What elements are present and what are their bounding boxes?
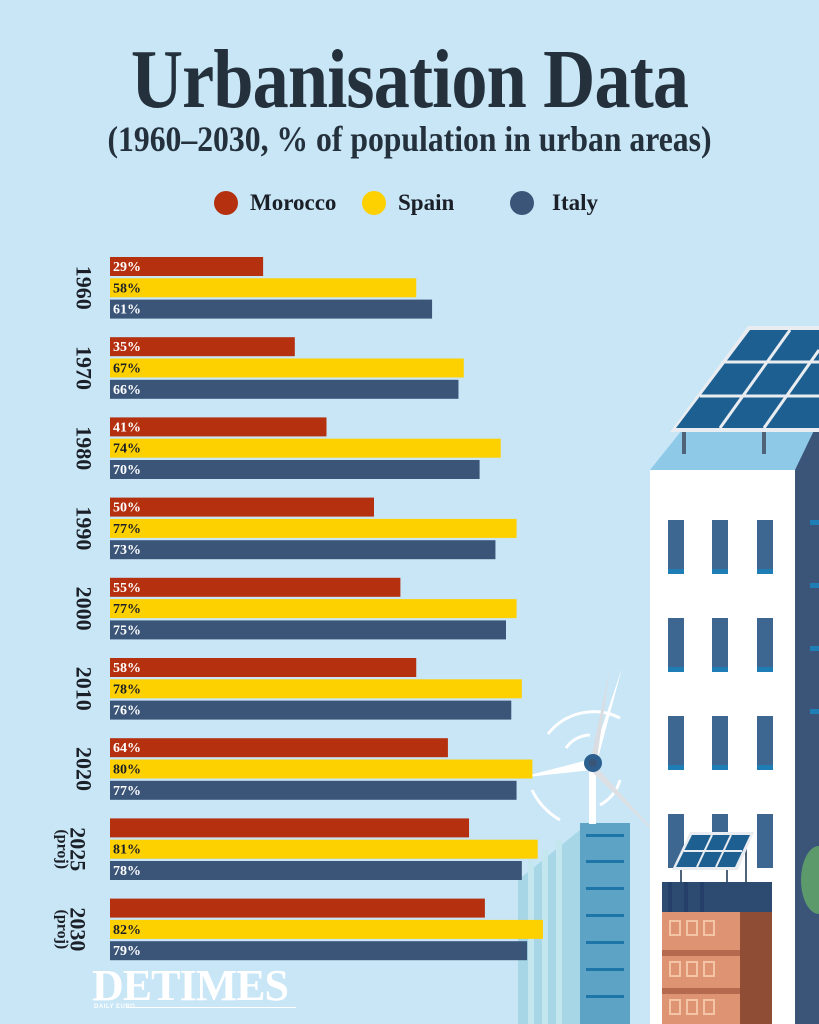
bar-morocco-1990 [110,497,374,517]
data-label: 77% [113,522,141,537]
bar-morocco-1960 [110,257,264,276]
bar-spain-1960 [110,278,417,298]
data-label: 82% [113,923,141,938]
bar-morocco-2025 [110,818,470,838]
data-label: 58% [113,281,141,296]
legend-label-morocco: Morocco [250,190,337,215]
data-label: 75% [113,623,141,638]
bar-morocco-2030 [110,898,485,918]
projection-note: (proj) [54,829,71,869]
chart-subtitle: (1960–2030, % of population in urban are… [107,119,712,159]
year-label: 2030 [66,907,91,951]
logo-text: DETIMES [92,961,289,1010]
legend-swatch-italy [510,191,534,215]
data-label: 66% [113,383,141,398]
year-label: 1960 [72,266,97,310]
year-label: 1990 [72,506,97,550]
legend-swatch-spain [362,191,386,215]
legend-label-italy: Italy [552,190,598,215]
year-label: 1970 [72,346,97,390]
logo-subtext: DAILY EURO [94,1004,136,1010]
bar-spain-1990 [110,518,517,538]
bar-morocco-1970 [110,337,295,357]
projection-note: (proj) [54,910,71,950]
legend-item-morocco: Morocco [214,190,336,216]
bar-italy-2000 [110,620,506,640]
year-label: 2020 [72,747,97,791]
data-label: 77% [113,784,141,799]
legend-item-spain: Spain [362,190,454,216]
wind-turbine [518,668,662,840]
bar-italy-2030 [110,941,528,961]
bar-italy-2020 [110,780,517,800]
bar-spain-2030 [110,919,543,939]
data-label: 55% [113,581,141,596]
data-label: 80% [113,763,141,778]
data-label: 50% [113,501,141,516]
year-label: 2000 [72,587,97,631]
legend-swatch-morocco [214,191,238,215]
publisher-logo: DETIMES DAILY EURO [92,964,302,1012]
bar-italy-1960 [110,299,433,319]
year-label: 1980 [72,426,97,470]
legend-label-spain: Spain [398,190,455,215]
bar-spain-2025 [110,839,538,859]
bar-spain-1970 [110,358,464,378]
data-label: 58% [113,661,141,676]
bar-spain-2010 [110,679,522,699]
bar-morocco-2000 [110,577,401,597]
bar-morocco-2020 [110,738,448,758]
bar-italy-1970 [110,379,459,399]
data-label: 61% [113,303,141,318]
bar-morocco-1980 [110,417,327,437]
data-label: 74% [113,442,141,457]
legend-item-italy: Italy [510,190,598,216]
legend: Morocco Spain Italy [0,190,819,220]
bar-italy-2025 [110,861,522,880]
data-label: 35% [113,340,141,355]
bar-italy-1990 [110,540,496,560]
data-label: 41% [113,420,141,435]
solar-panel-small [672,832,754,882]
data-label: 67% [113,362,141,377]
bar-spain-2000 [110,599,517,619]
bar-italy-1980 [110,460,480,479]
data-label: 78% [113,864,141,879]
data-label: 70% [113,463,141,478]
bar-spain-2020 [110,759,533,779]
year-label: 2010 [72,667,97,711]
data-label: 29% [113,260,141,275]
logo-underline [126,1007,296,1008]
data-label: 76% [113,704,141,719]
data-label: 81% [113,843,141,858]
bar-spain-1980 [110,438,501,458]
bar-morocco-2010 [110,658,417,677]
data-label: 78% [113,682,141,697]
glass-building [518,823,630,1024]
solar-panel-large [670,326,819,454]
data-label: 73% [113,543,141,558]
data-label: 77% [113,602,141,617]
bar-italy-2010 [110,700,512,720]
year-label: 2025 [66,827,91,871]
data-label: 64% [113,741,141,756]
brick-building [662,882,772,1024]
data-label: 79% [113,944,141,959]
chart-title: Urbanisation Data [130,33,689,126]
